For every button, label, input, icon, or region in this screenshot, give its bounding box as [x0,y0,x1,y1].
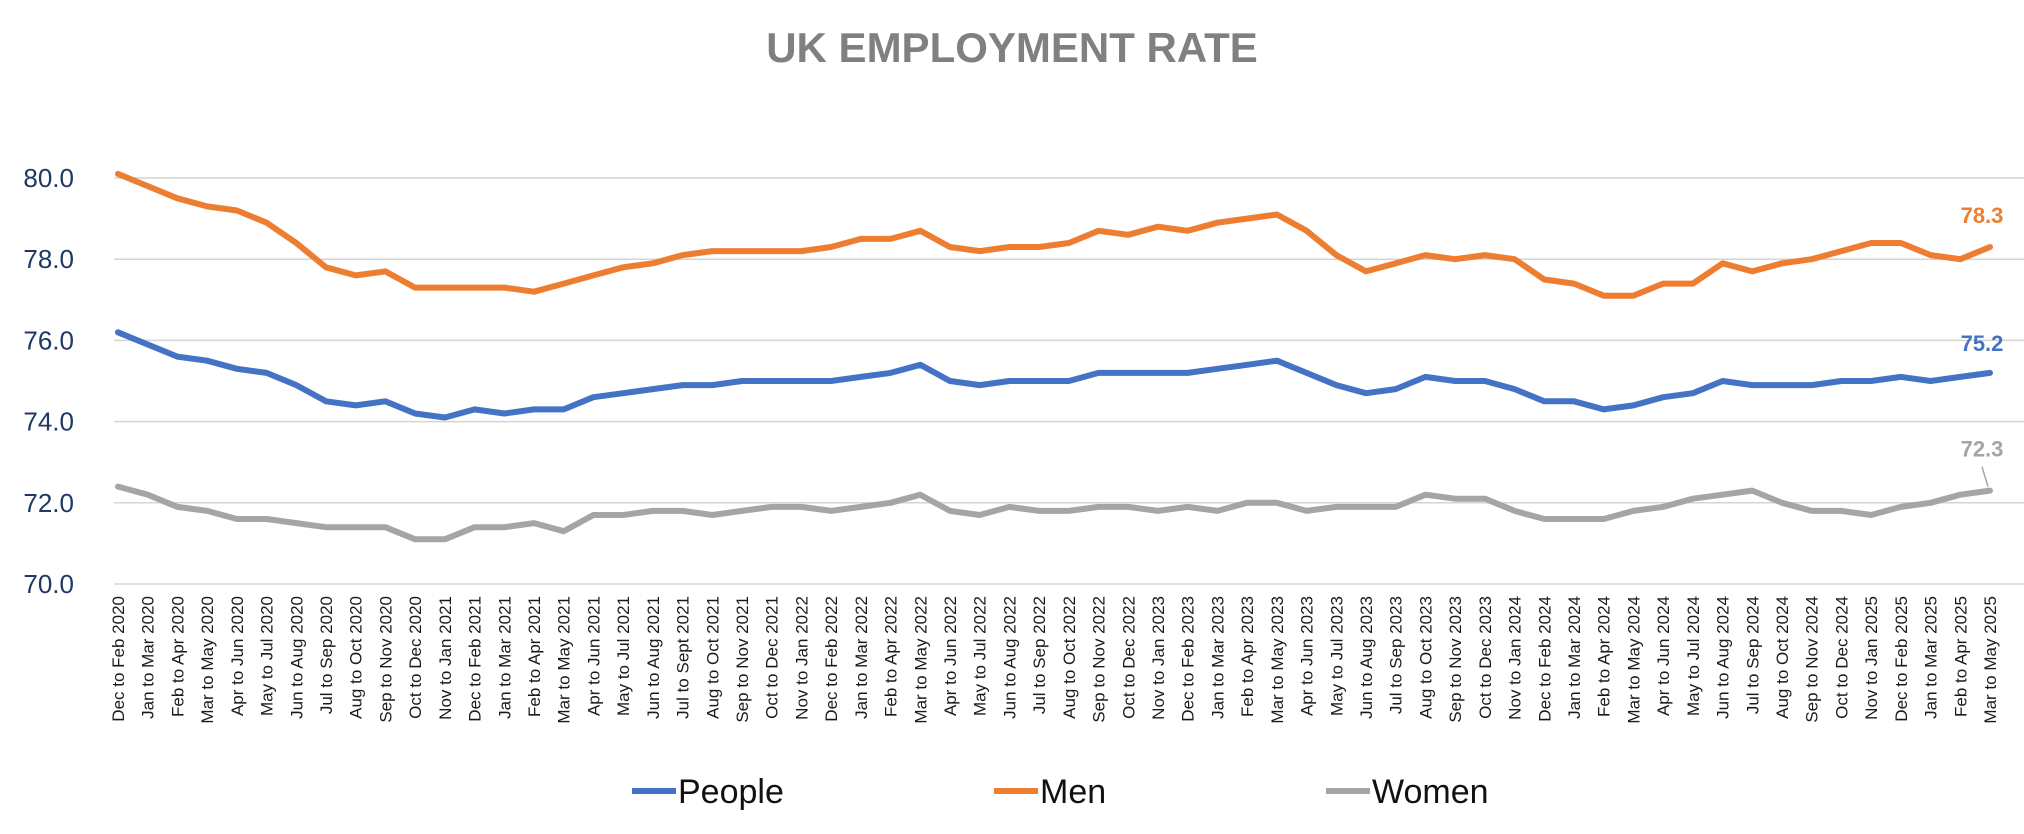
y-axis-ticks: 70.0 72.0 74.0 76.0 78.0 80.0 [23,163,74,599]
y-tick-label: 74.0 [23,407,74,437]
x-tick-label: Jul to Sep 2024 [1743,596,1762,714]
x-tick-label: Feb to Apr 2025 [1951,596,1970,717]
legend-label-men: Men [1040,773,1106,811]
x-tick-label: Jun to Aug 2020 [287,596,306,719]
x-tick-label: Mar to May 2024 [1624,596,1643,724]
x-tick-label: Aug to Oct 2020 [347,596,366,719]
x-tick-label: Oct to Dec 2021 [763,596,782,719]
x-tick-label: Dec to Feb 2020 [109,596,128,722]
x-tick-label: Aug to Oct 2022 [1060,596,1079,719]
end-labels: 75.2 78.3 72.3 [1961,203,2004,487]
x-tick-label: Jul to Sep 2020 [317,596,336,714]
x-tick-label: May to Jul 2020 [258,596,277,716]
chart-title: UK EMPLOYMENT RATE [766,24,1258,71]
x-tick-label: May to Jul 2022 [971,596,990,716]
y-tick-label: 76.0 [23,325,74,355]
x-tick-label: Jan to Mar 2022 [852,596,871,719]
x-tick-label: Dec to Feb 2025 [1892,596,1911,722]
end-label-women: 72.3 [1961,437,2004,462]
x-tick-label: Apr to Jun 2024 [1654,596,1673,716]
x-tick-label: Oct to Dec 2022 [1119,596,1138,719]
series-line-women [115,483,1993,543]
x-tick-label: Apr to Jun 2022 [941,596,960,716]
x-tick-label: Nov to Jan 2024 [1506,596,1525,720]
x-tick-label: Jul to Sep 2023 [1387,596,1406,714]
x-tick-label: Jan to Mar 2025 [1922,596,1941,719]
x-tick-label: Jun to Aug 2023 [1357,596,1376,719]
x-tick-label: Jun to Aug 2024 [1714,596,1733,719]
x-tick-label: Nov to Jan 2022 [792,596,811,720]
gridlines [114,177,2024,585]
x-tick-label: Mar to May 2021 [555,596,574,724]
x-tick-label: Nov to Jan 2021 [436,596,455,720]
x-tick-label: Sep to Nov 2023 [1446,596,1465,723]
x-tick-label: May to Jul 2021 [614,596,633,716]
x-tick-label: May to Jul 2023 [1327,596,1346,716]
series-line-men [115,170,1993,299]
y-tick-label: 80.0 [23,163,74,193]
x-tick-label: Sep to Nov 2022 [1090,596,1109,723]
x-tick-label: Jan to Mar 2020 [139,596,158,719]
x-tick-label: Oct to Dec 2020 [406,596,425,719]
x-tick-label: May to Jul 2024 [1684,596,1703,716]
x-tick-label: Jul to Sep 2022 [1030,596,1049,714]
x-tick-label: Nov to Jan 2025 [1862,596,1881,720]
x-tick-label: Feb to Apr 2022 [882,596,901,717]
x-tick-label: Mar to May 2020 [198,596,217,724]
x-tick-label: Apr to Jun 2023 [1298,596,1317,716]
x-tick-label: Feb to Apr 2021 [525,596,544,717]
x-tick-label: Mar to May 2023 [1268,596,1287,724]
x-tick-label: Aug to Oct 2021 [703,596,722,719]
x-tick-label: Jul to Sept 2021 [674,596,693,719]
x-tick-label: Jun to Aug 2022 [1000,596,1019,719]
legend-label-women: Women [1372,773,1489,811]
x-tick-label: Sep to Nov 2024 [1803,596,1822,723]
x-tick-label: Jan to Mar 2024 [1565,596,1584,719]
y-tick-label: 70.0 [23,569,74,599]
y-tick-label: 78.0 [23,244,74,274]
x-tick-label: Dec to Feb 2024 [1535,596,1554,722]
x-tick-label: Feb to Apr 2023 [1238,596,1257,717]
legend: People Men Women [632,773,1489,811]
legend-label-people: People [678,773,784,811]
end-label-people: 75.2 [1961,331,2004,356]
x-tick-label: Nov to Jan 2023 [1149,596,1168,720]
x-tick-label: Oct to Dec 2024 [1832,596,1851,719]
x-tick-label: Sep to Nov 2021 [733,596,752,723]
series-line-people [115,329,1993,421]
x-tick-label: Sep to Nov 2020 [376,596,395,723]
x-tick-label: Dec to Feb 2021 [466,596,485,722]
x-tick-label: Dec to Feb 2022 [822,596,841,722]
end-label-men: 78.3 [1961,203,2004,228]
y-tick-label: 72.0 [23,488,74,518]
x-tick-label: Mar to May 2025 [1981,596,2000,724]
x-tick-label: Mar to May 2022 [911,596,930,724]
x-tick-label: Jan to Mar 2021 [495,596,514,719]
x-axis-ticks: Dec to Feb 2020 Jan to Mar 2020 Feb to Apr… [109,596,2000,724]
x-tick-label: Jan to Mar 2023 [1208,596,1227,719]
x-tick-label: Feb to Apr 2024 [1595,596,1614,717]
x-tick-label: Oct to Dec 2023 [1476,596,1495,719]
x-tick-label: Dec to Feb 2023 [1179,596,1198,722]
x-tick-label: Apr to Jun 2021 [584,596,603,716]
x-tick-label: Jun to Aug 2021 [644,596,663,719]
series-lines [115,170,1993,543]
x-tick-label: Aug to Oct 2023 [1416,596,1435,719]
x-tick-label: Aug to Oct 2024 [1773,596,1792,719]
x-tick-label: Feb to Apr 2020 [168,596,187,717]
x-tick-label: Apr to Jun 2020 [228,596,247,716]
end-label-leader [1981,466,1989,487]
